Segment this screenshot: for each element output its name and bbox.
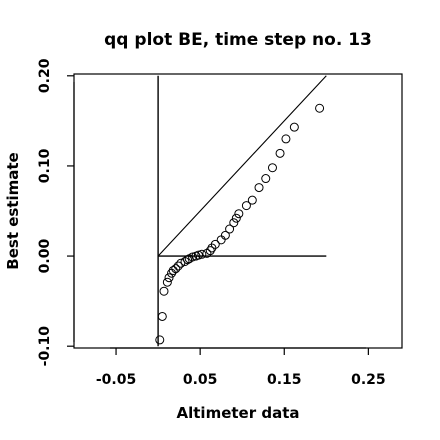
data-point bbox=[289, 122, 299, 132]
data-point bbox=[183, 255, 193, 265]
data-point bbox=[188, 252, 198, 262]
data-point bbox=[216, 235, 226, 245]
x-tick-label: 0.15 bbox=[267, 372, 302, 388]
x-axis-label: Altimeter data bbox=[177, 404, 300, 422]
data-point bbox=[254, 183, 264, 193]
data-point bbox=[267, 163, 277, 173]
data-point bbox=[162, 277, 172, 287]
y-tick-label: -0.10 bbox=[37, 326, 53, 367]
data-point bbox=[281, 134, 291, 144]
data-point bbox=[171, 264, 181, 274]
data-point bbox=[229, 218, 239, 228]
x-axis: -0.05 0.05 0.15 0.25 bbox=[96, 347, 386, 388]
data-point bbox=[164, 273, 174, 283]
identity-reference-line bbox=[157, 75, 327, 257]
data-point bbox=[197, 249, 207, 259]
data-point bbox=[210, 239, 220, 249]
x-tick-label: 0.25 bbox=[351, 372, 386, 388]
data-point bbox=[275, 148, 285, 158]
data-point bbox=[234, 209, 244, 219]
chart-title: qq plot BE, time step no. 13 bbox=[104, 30, 372, 50]
data-point bbox=[231, 213, 241, 223]
y-tick-label: 0.10 bbox=[37, 148, 53, 183]
data-point bbox=[173, 261, 183, 271]
x-tick-label: 0.05 bbox=[183, 372, 218, 388]
data-point bbox=[157, 311, 167, 321]
data-point bbox=[220, 230, 230, 240]
data-point bbox=[247, 195, 257, 205]
y-tick-label: 0.00 bbox=[37, 239, 53, 274]
data-point bbox=[315, 103, 325, 113]
data-point bbox=[225, 224, 235, 234]
data-point bbox=[159, 286, 169, 296]
plot-frame bbox=[73, 73, 403, 349]
data-point bbox=[176, 258, 186, 268]
y-axis-ticks: -0.10 0.00 0.10 0.20 bbox=[37, 58, 74, 366]
y-axis: -0.10 0.00 0.10 0.20 bbox=[37, 58, 75, 366]
y-axis-label: Best estimate bbox=[4, 152, 22, 269]
data-points bbox=[155, 103, 325, 345]
x-axis-ticks: -0.05 0.05 0.15 0.25 bbox=[96, 348, 386, 388]
data-point bbox=[241, 201, 251, 211]
x-tick-label: -0.05 bbox=[96, 372, 136, 388]
y-tick-label: 0.20 bbox=[37, 58, 53, 93]
data-point bbox=[193, 250, 203, 260]
data-point bbox=[155, 335, 165, 345]
data-point bbox=[261, 174, 271, 184]
data-point bbox=[205, 246, 215, 256]
data-point bbox=[168, 265, 178, 275]
